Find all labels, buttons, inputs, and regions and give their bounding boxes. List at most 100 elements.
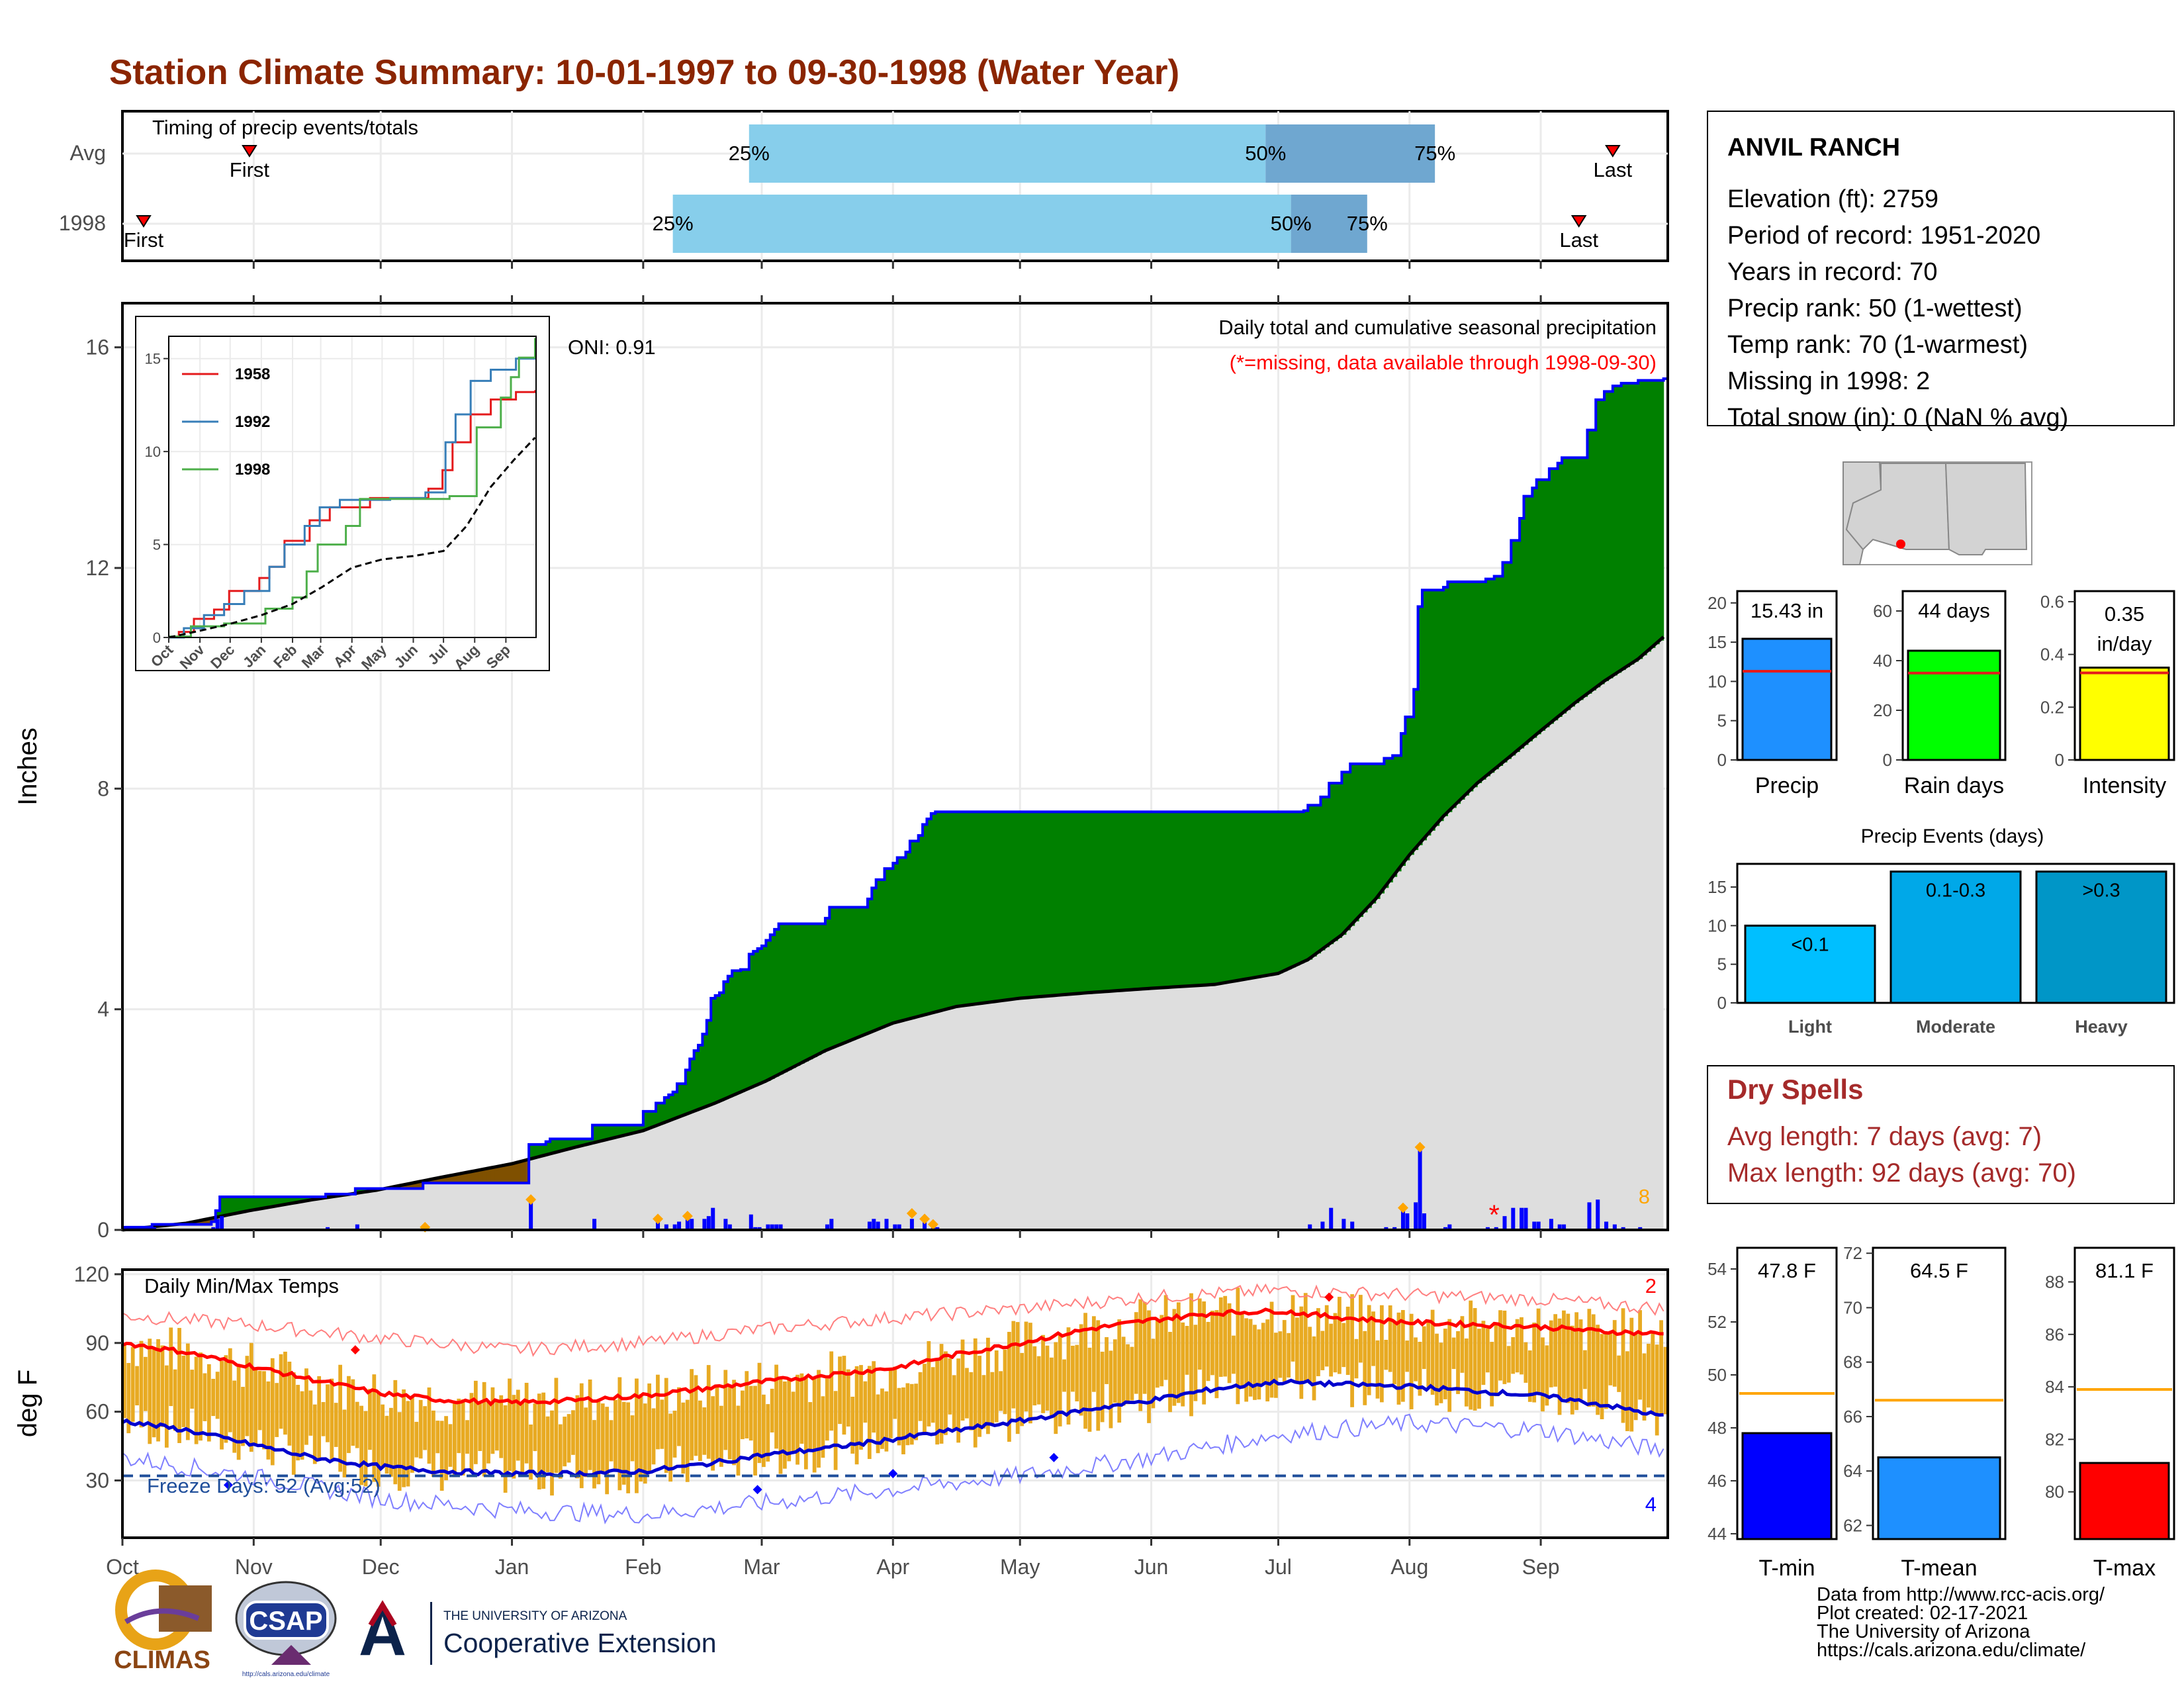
precip-daily-bar <box>529 1202 533 1230</box>
precip-surplus-band <box>584 1139 589 1145</box>
precip-surplus-band <box>1007 812 1013 1000</box>
precip-surplus-band <box>262 1197 267 1209</box>
temp-daily-range-bar <box>1451 1337 1456 1370</box>
temp-daily-range-bar <box>1282 1320 1287 1382</box>
temp-daily-range-bar <box>283 1351 287 1435</box>
info-precip-rank: Precip rank: 50 (1-wettest) <box>1727 295 2023 322</box>
precip-surplus-band <box>1520 518 1525 749</box>
precip-daily-bar <box>672 1224 677 1230</box>
temp-daily-range-bar <box>1345 1306 1350 1376</box>
timing-label-75-1998: 75% <box>1347 212 1388 235</box>
temp-daily-range-bar <box>1269 1301 1274 1398</box>
precip-surplus-band <box>1477 581 1482 783</box>
temp-daily-range-bar <box>444 1416 448 1481</box>
temp-daily-range-bar <box>1278 1331 1283 1378</box>
temp-daily-range-bar <box>1079 1324 1083 1416</box>
precip-surplus-band <box>1134 812 1139 990</box>
temp-daily-range-bar <box>457 1398 461 1454</box>
precip-surplus-band <box>1324 796 1330 947</box>
temp-daily-range-bar <box>342 1409 347 1477</box>
precip-surplus-band <box>791 923 796 1068</box>
temp-daily-range-bar <box>1214 1310 1219 1399</box>
precip-surplus-band <box>736 970 741 1094</box>
precip-surplus-band <box>1557 463 1563 717</box>
temp-daily-range-bar <box>685 1399 690 1482</box>
temp-daily-range-bar <box>1359 1295 1363 1363</box>
temp-summary-ytick-label-tmean: 62 <box>1843 1515 1862 1535</box>
precip-surplus-band <box>1011 812 1017 1000</box>
temp-y-axis-title: deg F <box>13 1370 42 1437</box>
precip-daily-bar <box>1400 1207 1405 1230</box>
precip-deficit-band <box>524 1160 529 1184</box>
timing-last-marker-1998 <box>1570 215 1587 228</box>
precip-surplus-band <box>990 812 995 1002</box>
precip-surplus-band <box>706 1020 711 1107</box>
temp-daily-range-bar <box>1473 1308 1477 1411</box>
temp-daily-range-bar <box>418 1399 423 1459</box>
info-period: Period of record: 1951-2020 <box>1727 222 2040 250</box>
temp-daily-range-bar <box>1066 1327 1071 1425</box>
precip-surplus-band <box>575 1139 580 1147</box>
precip-surplus-band <box>1236 812 1241 981</box>
temp-daily-range-bar <box>842 1356 846 1435</box>
temp-daily-range-bar <box>1172 1309 1177 1406</box>
logo-university-arizona: A THE UNIVERSITY OF ARIZONA Cooperative … <box>359 1595 717 1669</box>
temp-daily-range-bar <box>761 1394 766 1468</box>
temp-daily-range-bar <box>1647 1343 1651 1408</box>
precip-surplus-band <box>1506 562 1512 759</box>
precip-surplus-band <box>774 929 780 1077</box>
temp-daily-range-bar <box>1447 1319 1452 1412</box>
precip-surplus-band <box>1223 812 1228 983</box>
temp-daily-range-bar <box>897 1387 901 1446</box>
temp-daily-range-bar <box>909 1383 914 1445</box>
temp-daily-range-bar <box>973 1338 978 1448</box>
precip-y-axis: 0 4 8 12 16 <box>85 295 1542 1242</box>
temp-daily-range-bar <box>1414 1337 1418 1382</box>
precip-surplus-band <box>1113 812 1118 991</box>
precip-surplus-band <box>1041 812 1046 997</box>
temp-daily-range-bar <box>1155 1319 1160 1388</box>
temp-summary-ytick-label-tmax: 80 <box>2045 1482 2064 1502</box>
precip-surplus-band <box>1032 812 1038 998</box>
temp-record-low-marker <box>752 1485 762 1495</box>
precip-surplus-band <box>715 995 720 1103</box>
precip-surplus-band <box>1058 812 1063 996</box>
temp-ytick-label-120: 120 <box>74 1262 109 1286</box>
info-elevation: Elevation (ft): 2759 <box>1727 185 1938 213</box>
temp-daily-range-bar <box>402 1389 406 1487</box>
precip-surplus-band <box>1591 430 1596 691</box>
precip-average-area <box>122 637 1664 1230</box>
month-label-apr: Apr <box>876 1555 909 1579</box>
precip-surplus-band <box>1396 755 1402 872</box>
temp-daily-range-bar <box>1227 1303 1232 1383</box>
precip-surplus-band <box>1659 380 1664 641</box>
temp-daily-range-bar <box>1312 1336 1316 1401</box>
precip-surplus-band <box>1498 576 1504 766</box>
precip-deficit-band <box>494 1166 500 1184</box>
temp-daily-range-bar <box>1134 1312 1138 1394</box>
temp-daily-range-bar <box>334 1403 338 1447</box>
timing-label-25-1998: 25% <box>653 212 694 235</box>
precip-surplus-band <box>1087 812 1093 993</box>
precip-daily-bar <box>122 1227 126 1230</box>
month-label-nov: Nov <box>235 1555 273 1579</box>
precip-surplus-band <box>266 1197 271 1208</box>
precip-surplus-band <box>571 1139 576 1149</box>
month-label-oct: Oct <box>106 1555 139 1579</box>
summary-ytick-label-rain-days: 20 <box>1873 700 1892 720</box>
temp-daily-range-bar <box>1477 1329 1481 1409</box>
precip-surplus-band <box>1091 812 1097 993</box>
precip-daily-bar <box>215 1219 220 1230</box>
temp-summary-bar-tmean <box>1877 1456 2001 1540</box>
temp-summary-ytick-label-tmax: 84 <box>2045 1377 2064 1397</box>
precip-surplus-band <box>1015 812 1021 999</box>
precip-daily-bar <box>711 1207 715 1230</box>
precip-deficit-band <box>402 1185 407 1189</box>
temp-daily-range-bar <box>757 1362 762 1464</box>
temp-daily-range-bar <box>1197 1298 1202 1370</box>
precip-surplus-band <box>1621 383 1626 671</box>
precip-surplus-band <box>1003 812 1008 1001</box>
timing-bar-50-75-1998 <box>1291 195 1367 253</box>
precip-surplus-band <box>1338 783 1343 938</box>
month-label-jul: Jul <box>1265 1555 1292 1579</box>
